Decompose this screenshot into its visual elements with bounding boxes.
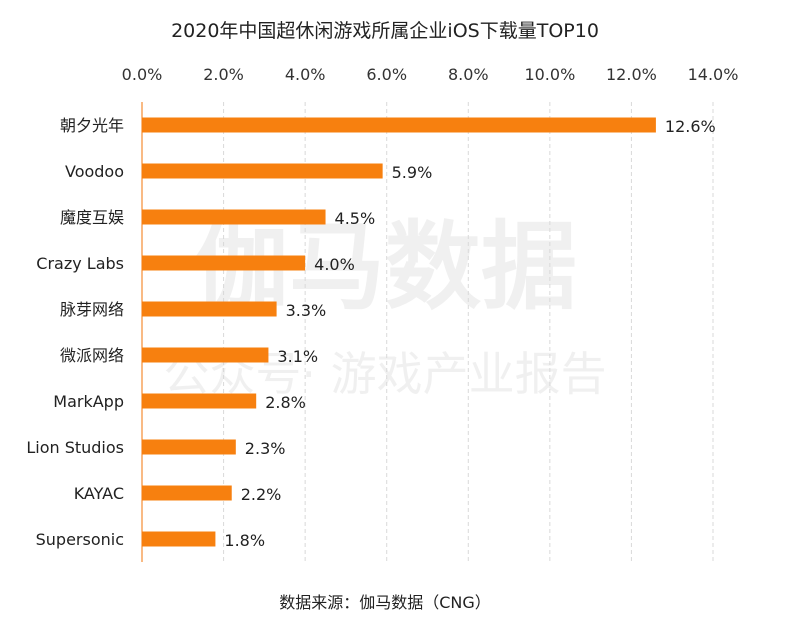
category-label: KAYAC bbox=[74, 484, 124, 503]
bar bbox=[142, 347, 269, 363]
bar bbox=[142, 393, 257, 409]
bar bbox=[142, 439, 236, 455]
x-tick-label: 4.0% bbox=[285, 65, 326, 84]
bar bbox=[142, 209, 326, 225]
x-tick-label: 2.0% bbox=[203, 65, 244, 84]
x-tick-label: 8.0% bbox=[448, 65, 489, 84]
data-label: 5.9% bbox=[392, 163, 433, 182]
category-label: Supersonic bbox=[36, 530, 124, 549]
source-note: 数据来源：伽马数据（CNG） bbox=[279, 593, 491, 612]
bar bbox=[142, 485, 232, 501]
bar bbox=[142, 255, 306, 271]
category-label: 魔度互娱 bbox=[60, 208, 124, 227]
bar bbox=[142, 301, 277, 317]
category-label: Crazy Labs bbox=[36, 254, 124, 273]
x-tick-label: 14.0% bbox=[688, 65, 739, 84]
data-label: 4.0% bbox=[314, 255, 355, 274]
data-label: 3.3% bbox=[286, 301, 327, 320]
chart-title: 2020年中国超休闲游戏所属企业iOS下载量TOP10 bbox=[171, 20, 599, 42]
category-label: MarkApp bbox=[53, 392, 124, 411]
data-label: 3.1% bbox=[277, 347, 318, 366]
category-label: Lion Studios bbox=[26, 438, 124, 457]
data-label: 1.8% bbox=[224, 531, 265, 550]
category-label: 脉芽网络 bbox=[60, 300, 124, 319]
bar bbox=[142, 163, 383, 179]
data-label: 2.2% bbox=[241, 485, 282, 504]
x-tick-label: 6.0% bbox=[366, 65, 407, 84]
x-tick-label: 10.0% bbox=[524, 65, 575, 84]
bar bbox=[142, 117, 656, 133]
data-label: 12.6% bbox=[665, 117, 716, 136]
data-label: 4.5% bbox=[335, 209, 376, 228]
data-label: 2.3% bbox=[245, 439, 286, 458]
category-label: Voodoo bbox=[65, 162, 124, 181]
x-tick-label: 12.0% bbox=[606, 65, 657, 84]
category-label: 朝夕光年 bbox=[60, 116, 124, 135]
data-label: 2.8% bbox=[265, 393, 306, 412]
category-label: 微派网络 bbox=[60, 346, 124, 365]
x-tick-label: 0.0% bbox=[122, 65, 163, 84]
bar bbox=[142, 531, 216, 547]
